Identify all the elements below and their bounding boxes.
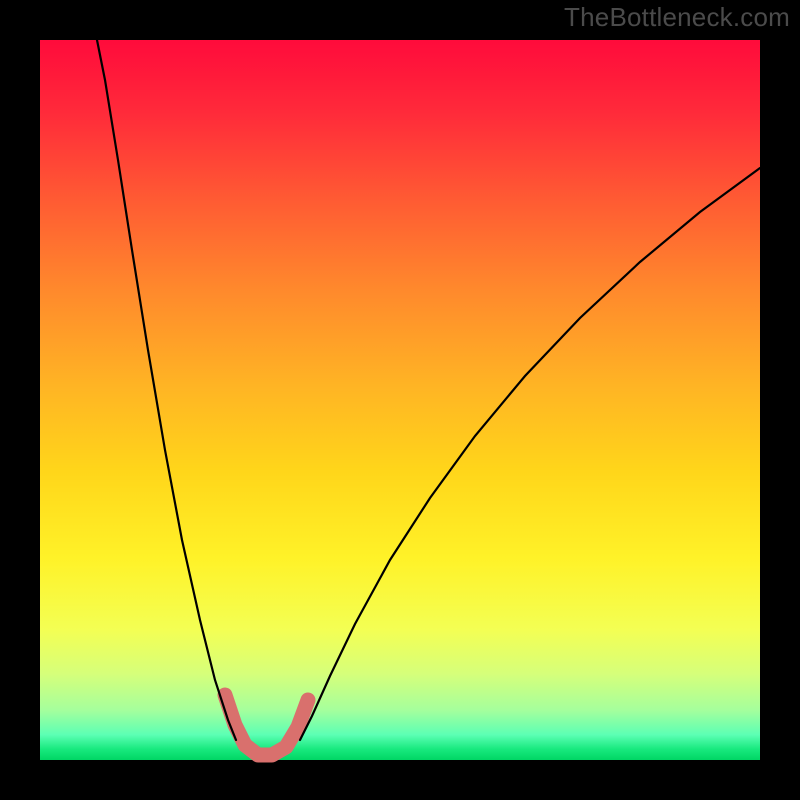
plot-background xyxy=(40,40,760,760)
watermark-text: TheBottleneck.com xyxy=(564,2,790,33)
chart-frame: TheBottleneck.com xyxy=(0,0,800,800)
chart-svg xyxy=(0,0,800,800)
